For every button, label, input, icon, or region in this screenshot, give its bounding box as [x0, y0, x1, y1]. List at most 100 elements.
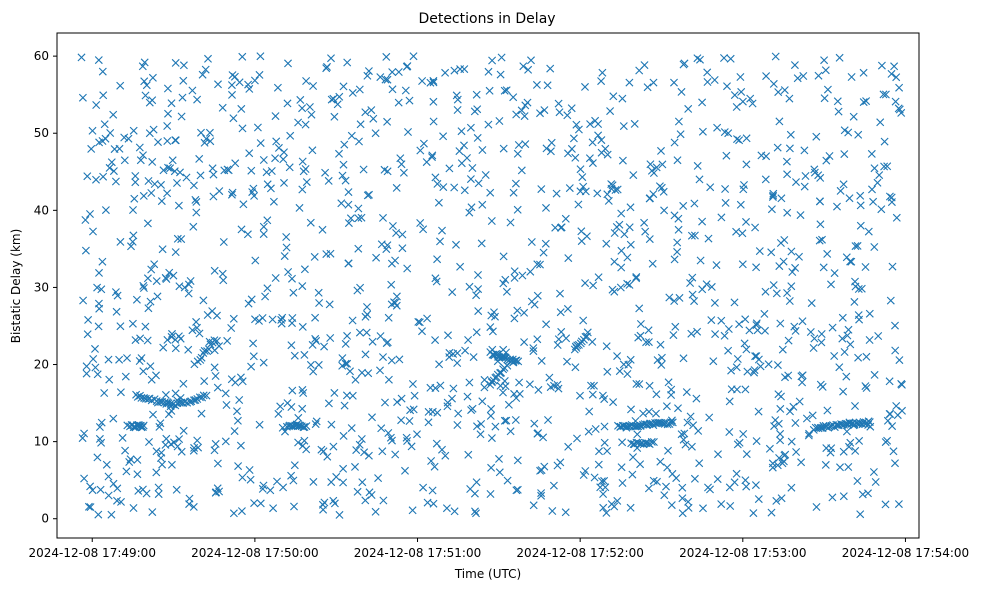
data-point-x-marker [539, 248, 548, 257]
data-point-x-marker [510, 389, 519, 398]
data-point-x-marker [739, 430, 748, 438]
data-point-x-marker [774, 419, 783, 428]
data-point-x-marker [219, 276, 228, 285]
data-point-x-marker [875, 171, 884, 180]
data-point-x-marker [299, 389, 308, 397]
data-point-x-marker [311, 334, 320, 343]
data-point-x-marker [273, 83, 282, 92]
data-point-x-marker [372, 253, 381, 262]
data-point-x-marker [213, 459, 222, 468]
data-point-x-marker [256, 499, 265, 508]
data-point-x-marker [378, 447, 387, 456]
data-point-x-marker [562, 334, 571, 343]
data-point-x-marker [581, 467, 590, 475]
data-point-x-marker [487, 217, 496, 225]
data-point-x-marker [810, 165, 819, 174]
data-point-x-marker [478, 200, 487, 209]
data-point-x-marker [198, 70, 207, 79]
data-point-x-marker [598, 68, 607, 77]
data-point-x-marker [471, 507, 479, 516]
data-point-x-marker [197, 353, 206, 362]
data-point-x-marker [215, 187, 224, 196]
data-point-x-marker [189, 222, 198, 231]
data-point-x-marker [343, 331, 352, 340]
data-point-x-marker [300, 350, 309, 359]
data-point-x-marker [615, 367, 624, 376]
data-point-x-marker [792, 178, 800, 187]
data-point-x-marker [854, 130, 863, 139]
data-point-x-marker [478, 397, 487, 406]
data-point-x-marker [123, 354, 131, 363]
data-point-x-marker [258, 484, 267, 493]
data-point-x-marker [78, 434, 87, 443]
data-point-x-marker [834, 107, 843, 116]
data-point-x-marker [348, 316, 357, 325]
data-point-x-marker [427, 457, 436, 465]
data-point-x-marker [376, 332, 385, 341]
data-point-x-marker [146, 297, 155, 306]
data-point-x-marker [106, 129, 115, 137]
data-point-x-marker [238, 377, 247, 386]
data-point-x-marker [267, 167, 276, 175]
data-point-x-marker [683, 418, 692, 427]
data-point-x-marker [341, 339, 350, 348]
data-point-x-marker [255, 70, 264, 79]
data-point-x-marker [554, 99, 563, 108]
data-point-x-marker [271, 112, 280, 121]
data-point-x-marker [721, 185, 730, 193]
data-point-x-marker [765, 444, 774, 453]
data-point-x-marker [776, 436, 785, 445]
data-point-x-marker [249, 352, 258, 361]
data-point-x-marker [809, 344, 818, 352]
data-point-x-marker [576, 391, 584, 400]
data-point-x-marker [549, 481, 558, 490]
data-point-x-marker [604, 196, 613, 205]
data-point-x-marker [722, 151, 731, 160]
data-point-x-marker [480, 383, 489, 392]
data-point-x-marker [141, 322, 150, 331]
data-point-x-marker [529, 344, 538, 353]
data-point-x-marker [777, 494, 786, 503]
data-point-x-marker [876, 118, 885, 127]
data-point-x-marker [561, 214, 570, 223]
data-point-x-marker [376, 366, 384, 375]
data-point-x-marker [652, 409, 660, 418]
data-point-x-marker [371, 129, 380, 138]
data-point-x-marker [711, 330, 720, 339]
data-point-x-marker [170, 167, 179, 176]
data-point-x-marker [542, 320, 551, 329]
data-point-x-marker [513, 485, 522, 494]
data-point-x-marker [752, 321, 761, 330]
data-point-x-marker [154, 483, 163, 492]
x-tick-label: 2024-12-08 17:53:00 [679, 546, 806, 560]
data-point-x-marker [269, 504, 278, 513]
data-point-x-marker [495, 454, 503, 463]
data-point-x-marker [184, 289, 193, 298]
data-point-x-marker [840, 126, 849, 135]
data-point-x-marker [815, 197, 824, 206]
data-point-x-marker [603, 447, 612, 455]
data-point-x-marker [484, 120, 493, 129]
data-point-x-marker [784, 336, 793, 345]
data-point-x-marker [724, 346, 733, 355]
data-point-x-marker [365, 488, 374, 497]
data-point-x-marker [445, 353, 454, 362]
data-point-x-marker [853, 241, 862, 250]
data-point-x-marker [245, 149, 254, 158]
data-point-x-marker [398, 230, 407, 239]
data-point-x-marker [314, 360, 323, 369]
data-point-x-marker [670, 138, 679, 147]
data-point-x-marker [851, 446, 860, 455]
data-point-x-marker [533, 260, 542, 269]
data-point-x-marker [500, 363, 509, 372]
data-point-x-marker [306, 218, 315, 227]
data-point-x-marker [717, 316, 726, 325]
data-point-x-marker [423, 314, 432, 323]
data-point-x-marker [827, 280, 835, 289]
data-point-x-marker [486, 323, 495, 332]
data-point-x-marker [776, 404, 785, 413]
data-point-x-marker [173, 442, 182, 451]
data-point-x-marker [236, 441, 245, 450]
data-point-x-marker [163, 137, 172, 145]
